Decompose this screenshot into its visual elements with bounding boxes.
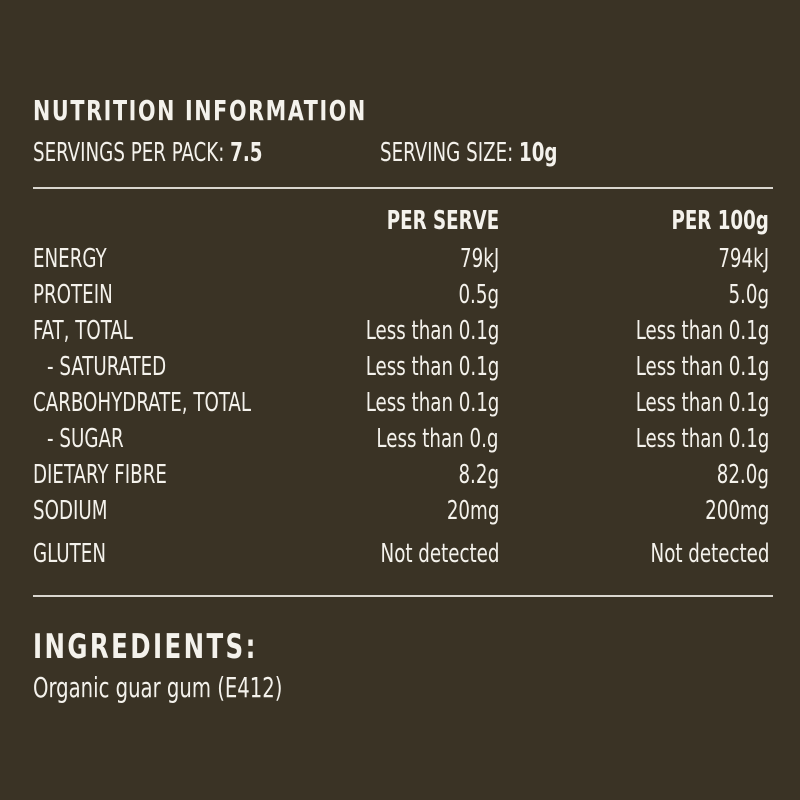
nutrient-label: PROTEIN: [33, 280, 113, 310]
nutrition-panel: NUTRITION INFORMATION SERVINGS PER PACK:…: [33, 95, 773, 707]
nutrient-label: SODIUM: [33, 496, 108, 526]
per-100g-value: 794kJ: [718, 244, 769, 274]
per-100g-value: 82.0g: [716, 460, 769, 490]
per-serve-value: Less than 0.1g: [365, 388, 499, 418]
nutrient-label: DIETARY FIBRE: [33, 460, 167, 490]
table-row-energy: ENERGY 79kJ 794kJ: [33, 241, 773, 277]
per-100g-value: 5.0g: [728, 280, 769, 310]
table-row-carbohydrate-total: CARBOHYDRATE, TOTAL Less than 0.1g Less …: [33, 385, 773, 421]
nutrient-label: GLUTEN: [33, 539, 106, 569]
nutrient-label: FAT, TOTAL: [33, 316, 133, 346]
servings-per-pack: SERVINGS PER PACK: 7.5: [33, 135, 263, 171]
nutrient-label: - SATURATED: [47, 352, 167, 382]
per-serve-value: Not detected: [380, 539, 499, 569]
header-per-serve: PER SERVE: [386, 206, 499, 236]
table-row-fat-total: FAT, TOTAL Less than 0.1g Less than 0.1g: [33, 313, 773, 349]
per-100g-value: Less than 0.1g: [635, 316, 769, 346]
table-row-sodium: SODIUM 20mg 200mg: [33, 493, 773, 529]
nutrient-label: - SUGAR: [47, 424, 124, 454]
bottom-divider: [33, 595, 773, 597]
ingredients-text: Organic guar gum (E412): [33, 671, 283, 704]
per-100g-value: Less than 0.1g: [635, 352, 769, 382]
per-serve-value: 79kJ: [459, 244, 499, 274]
header-per-100g: PER 100g: [671, 206, 769, 236]
nutrition-title: NUTRITION INFORMATION: [33, 94, 367, 127]
serving-size-label: SERVING SIZE:: [380, 138, 514, 168]
servings-per-pack-label: SERVINGS PER PACK:: [33, 138, 225, 168]
serving-size: SERVING SIZE: 10g: [380, 135, 557, 171]
per-100g-value: Not detected: [650, 539, 769, 569]
nutrient-label: CARBOHYDRATE, TOTAL: [33, 388, 252, 418]
table-row-protein: PROTEIN 0.5g 5.0g: [33, 277, 773, 313]
per-serve-value: 20mg: [446, 496, 499, 526]
nutrition-table: PER SERVE PER 100g ENERGY 79kJ 794kJ PRO…: [33, 203, 773, 575]
servings-per-pack-value: 7.5: [230, 138, 263, 168]
per-serve-value: 8.2g: [458, 460, 499, 490]
nutrient-label: ENERGY: [33, 244, 107, 274]
table-row-dietary-fibre: DIETARY FIBRE 8.2g 82.0g: [33, 457, 773, 493]
per-100g-value: Less than 0.1g: [635, 424, 769, 454]
per-serve-value: 0.5g: [458, 280, 499, 310]
per-serve-value: Less than 0.g: [376, 424, 499, 454]
table-row-sugar: - SUGAR Less than 0.g Less than 0.1g: [33, 421, 773, 457]
top-divider: [33, 187, 773, 189]
per-serve-value: Less than 0.1g: [365, 352, 499, 382]
ingredients-title: INGREDIENTS:: [33, 627, 258, 667]
per-serve-value: Less than 0.1g: [365, 316, 499, 346]
servings-info: SERVINGS PER PACK: 7.5 SERVING SIZE: 10g: [33, 135, 773, 171]
table-header-row: PER SERVE PER 100g: [33, 203, 773, 241]
per-100g-value: Less than 0.1g: [635, 388, 769, 418]
per-100g-value: 200mg: [704, 496, 769, 526]
serving-size-value: 10g: [519, 138, 558, 168]
table-row-saturated: - SATURATED Less than 0.1g Less than 0.1…: [33, 349, 773, 385]
table-row-gluten: GLUTEN Not detected Not detected: [33, 529, 773, 575]
